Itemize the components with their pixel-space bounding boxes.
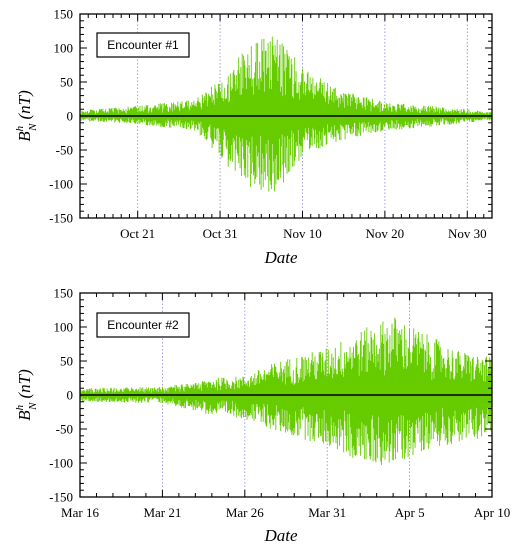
- y-axis-unit: (nT): [15, 369, 34, 399]
- y-tick-label: -50: [56, 422, 73, 437]
- legend-box: [96, 32, 190, 58]
- x-tick-label: Apr 10: [474, 505, 510, 520]
- legend-label: Encounter #1: [107, 38, 179, 52]
- y-tick-label: 50: [60, 354, 73, 369]
- x-axis-title: Date: [263, 526, 298, 545]
- x-tick-label: Mar 21: [143, 505, 181, 520]
- y-axis-subscript: N: [27, 123, 39, 132]
- y-axis-superscript: h: [14, 125, 26, 131]
- y-tick-label: -150: [49, 490, 73, 505]
- chart-panel-encounter-1: -150 -100 -50 0 50 100 150 Oct 21 Oct 31 Nov 10 No…: [14, 7, 493, 267]
- y-tick-label: 100: [54, 320, 74, 335]
- y-axis-superscript: h: [14, 404, 26, 410]
- y-tick-label: 100: [54, 41, 74, 56]
- data-series: [80, 317, 492, 465]
- y-axis-unit: (nT): [15, 90, 34, 120]
- x-tick-label: Nov 30: [448, 226, 487, 241]
- x-tick-label: Mar 31: [308, 505, 346, 520]
- legend-box: [96, 312, 190, 338]
- y-tick-label: 150: [54, 7, 74, 22]
- y-axis-subscript: N: [27, 402, 39, 411]
- x-tick-label: Apr 5: [395, 505, 425, 520]
- x-tick-label: Nov 10: [283, 226, 322, 241]
- x-axis-title: Date: [263, 248, 298, 267]
- x-tick-label: Nov 20: [366, 226, 405, 241]
- y-tick-label: 150: [54, 286, 74, 301]
- y-tick-label: -50: [56, 143, 73, 158]
- x-tick-label: Mar 16: [61, 505, 99, 520]
- y-tick-label: 0: [67, 388, 74, 403]
- y-tick-label: -100: [49, 177, 73, 192]
- y-tick-label: -100: [49, 456, 73, 471]
- data-series: [80, 36, 492, 192]
- y-tick-label: 50: [60, 75, 73, 90]
- x-tick-label: Oct 31: [203, 226, 238, 241]
- y-tick-label: -150: [49, 211, 73, 226]
- x-tick-label: Oct 21: [120, 226, 155, 241]
- y-axis-title: BhN (nT): [14, 90, 39, 142]
- y-axis-symbol: B: [15, 410, 34, 421]
- legend-label: Encounter #2: [107, 318, 179, 332]
- y-tick-label: 0: [67, 109, 74, 124]
- y-axis-symbol: B: [15, 131, 34, 142]
- chart-panel-encounter-2: -150 -100 -50 0 50 100 150 Mar 16 Mar 21 Mar 26 Ma…: [14, 286, 510, 546]
- y-axis-title: BhN (nT): [14, 369, 39, 421]
- x-tick-label: Mar 26: [226, 505, 264, 520]
